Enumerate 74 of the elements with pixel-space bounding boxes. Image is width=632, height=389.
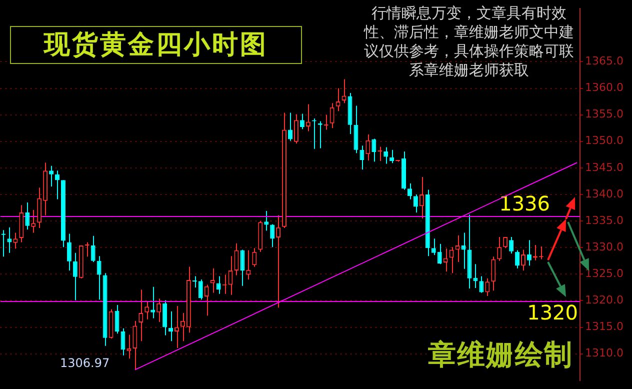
candlestick (515, 250, 520, 269)
candlestick (55, 170, 60, 200)
candlestick (132, 320, 138, 370)
candlestick (13, 232, 18, 250)
ref-line-label: 1336 (499, 192, 550, 216)
candlestick (276, 214, 281, 308)
candlestick (526, 240, 532, 266)
candlestick (342, 78, 346, 104)
y-tick-label: 1350.0 (585, 134, 624, 148)
candlestick (252, 248, 257, 268)
candlestick (366, 134, 370, 162)
candlestick (336, 88, 340, 112)
candlestick (25, 202, 30, 230)
y-tick-label: 1315.0 (585, 320, 624, 334)
candlestick (431, 238, 436, 256)
candlestick (138, 289, 144, 342)
annotation: 行情瞬息万变，文章具有时效性、滞后性，章维姗老师文中建议仅供参考，具体操作策略可联系章维姗老师获取 (362, 4, 575, 80)
candlestick (156, 298, 162, 322)
candlestick (437, 243, 442, 265)
y-tick-label: 1355.0 (585, 108, 624, 121)
y-tick-label: 1310.0 (585, 346, 624, 360)
candlestick (449, 246, 454, 274)
candlestick (7, 226, 12, 254)
y-tick-label: 1345.0 (585, 160, 624, 174)
candlestick (180, 312, 185, 342)
candlestick (72, 252, 78, 301)
y-tick-label: 1320.0 (585, 294, 624, 307)
candlestick (354, 105, 358, 154)
candlestick (49, 165, 54, 188)
candlestick (216, 276, 221, 294)
candlestick (521, 249, 526, 271)
candlestick (455, 234, 460, 262)
annotation: 1306.97 (60, 356, 110, 370)
candlestick (443, 248, 448, 272)
candlestick (294, 114, 298, 144)
candlestick (485, 278, 490, 296)
candlestick (162, 300, 168, 336)
candlestick (198, 278, 203, 300)
candlestick (37, 187, 42, 228)
y-tick-label: 1325.0 (585, 267, 624, 280)
candlestick (479, 276, 484, 294)
candlestick (144, 301, 150, 320)
candlestick (306, 104, 310, 132)
y-tick-label: 1335.0 (585, 214, 624, 227)
candlestick (330, 102, 334, 129)
candlestick (413, 194, 418, 214)
candlestick (360, 145, 364, 170)
candlestick (120, 328, 126, 356)
candlestick (491, 256, 496, 292)
candlestick (31, 209, 36, 234)
candlestick (174, 306, 179, 348)
candlestick (509, 236, 514, 254)
candlestick (497, 236, 502, 262)
candlestick (234, 242, 239, 276)
candlestick (240, 249, 245, 286)
candlestick (384, 146, 388, 164)
candlestick (288, 112, 292, 142)
candlestick (204, 284, 209, 316)
candlestick (419, 176, 424, 219)
annotation: 章维姗绘制 (428, 338, 573, 372)
candlestick (270, 224, 275, 248)
candlestick (372, 138, 376, 162)
y-tick-label: 1365.0 (585, 54, 624, 68)
y-tick-label: 1360.0 (585, 81, 624, 94)
text: 现货黄金四小时图 (10, 26, 302, 64)
candlestick (19, 204, 24, 243)
candlestick (66, 233, 72, 271)
ref-line-label: 1320 (527, 300, 578, 325)
candlestick (264, 210, 269, 232)
candlestick (407, 182, 412, 200)
y-tick-label: 1340.0 (585, 187, 624, 200)
y-tick-label: 1330.0 (585, 240, 624, 254)
candlestick (90, 235, 96, 262)
candlestick (96, 256, 102, 300)
